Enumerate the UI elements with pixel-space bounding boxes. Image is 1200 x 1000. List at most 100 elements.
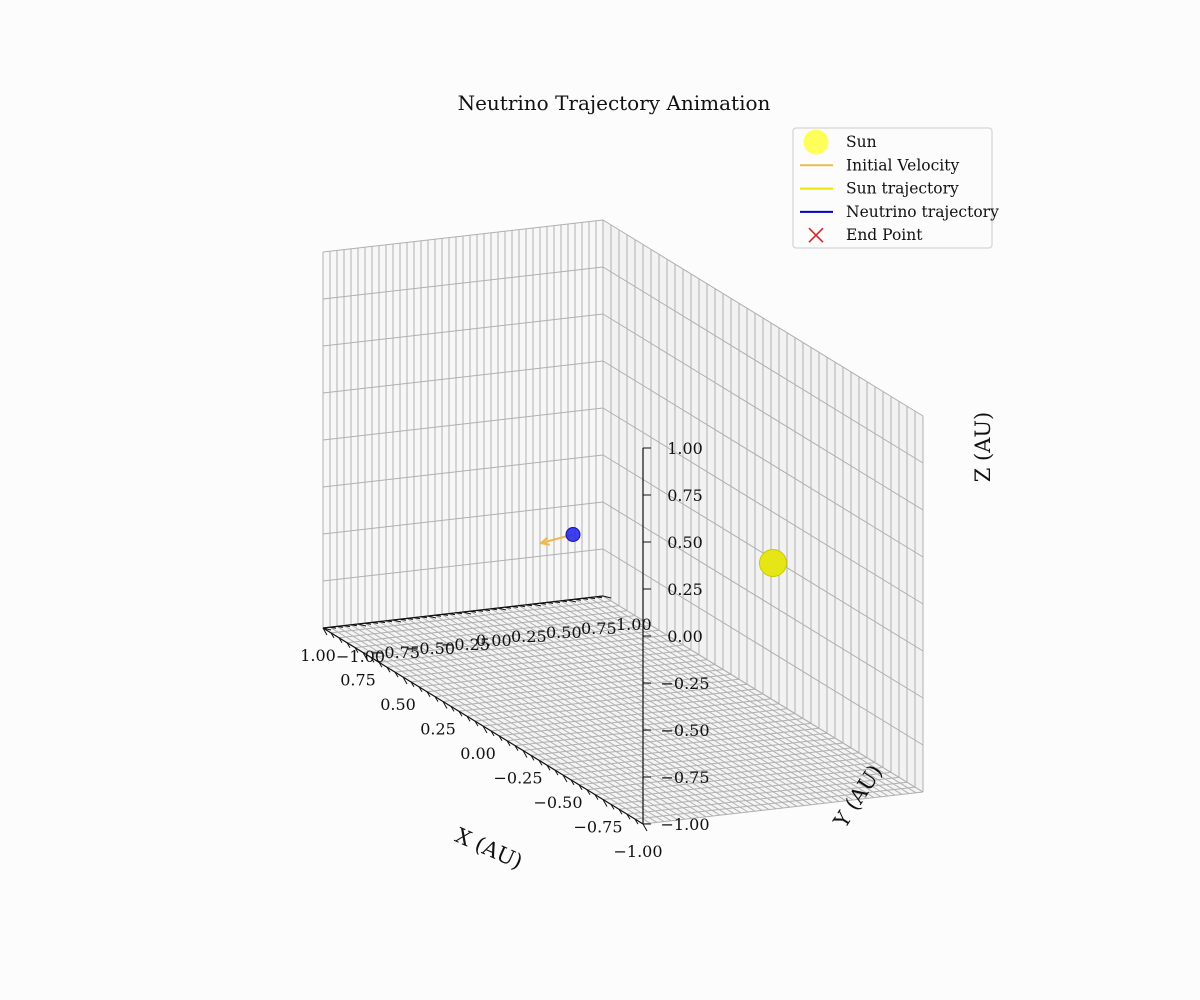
y-tick-label: −0.75 — [371, 643, 420, 662]
grid-line — [450, 673, 732, 707]
y-tick — [448, 613, 456, 616]
y-tick — [567, 599, 577, 603]
y-tick — [399, 618, 407, 621]
grid-line — [469, 610, 791, 808]
legend-item: Initial Velocity — [800, 156, 959, 174]
grid-line — [490, 608, 812, 806]
x-tick-label: −0.75 — [573, 818, 622, 837]
grid-line — [426, 659, 708, 693]
y-tick — [511, 605, 519, 608]
y-tick — [462, 611, 472, 615]
x-tick — [402, 676, 408, 685]
sun-marker — [759, 549, 787, 577]
y-tick — [518, 605, 526, 608]
z-tick-label: 0.00 — [667, 627, 703, 646]
x-tick — [522, 750, 528, 758]
x-tick — [626, 813, 631, 820]
grid-line — [322, 501, 604, 535]
y-tick — [420, 616, 428, 619]
y-tick — [497, 607, 507, 611]
grid-line — [410, 649, 692, 683]
grid-line — [322, 548, 604, 582]
y-tick — [434, 614, 442, 617]
y-tick — [385, 620, 393, 623]
grid-line — [354, 615, 636, 649]
y-tick-label: 0.25 — [511, 627, 547, 646]
chart-title: Neutrino Trajectory Animation — [458, 91, 771, 115]
y-tick — [602, 595, 612, 599]
y-tick — [413, 617, 421, 620]
grid-line — [394, 639, 676, 673]
x-tick — [442, 701, 448, 709]
x-tick-labels: −1.00−0.75−0.50−0.250.000.250.500.751.00 — [300, 646, 662, 861]
y-tick — [483, 609, 491, 612]
x-tick — [514, 745, 519, 751]
z-tick-label: 0.25 — [667, 580, 703, 599]
y-tick — [595, 596, 603, 599]
y-tick — [329, 626, 337, 629]
neutrino-marker — [565, 527, 581, 542]
grid-line — [581, 597, 903, 795]
grid-line — [539, 602, 861, 800]
x-tick-label: −1.00 — [613, 842, 662, 861]
grid-line — [476, 609, 798, 807]
legend-label: Initial Velocity — [846, 156, 959, 174]
y-tick — [553, 601, 561, 604]
x-tick — [562, 774, 568, 783]
x-tick — [642, 823, 648, 832]
grid-line — [546, 601, 868, 799]
y-tick-label: −0.25 — [441, 635, 490, 654]
z-tick-label: −0.25 — [660, 674, 709, 693]
grid-line — [434, 664, 716, 698]
grid-line — [378, 629, 660, 663]
grid-line — [602, 407, 924, 605]
legend-box — [792, 127, 993, 249]
grid-line — [602, 219, 924, 417]
x-tick — [338, 637, 343, 644]
legend: Sun Initial Velocity Sun trajectory Neutrin… — [792, 127, 999, 249]
x-tick-label: −0.25 — [493, 769, 542, 788]
grid-line — [442, 669, 724, 702]
z-tick-label: −0.75 — [660, 768, 709, 787]
x-tick — [434, 696, 439, 702]
grid-line — [602, 313, 924, 511]
legend-sun-swatch — [803, 129, 829, 155]
legend-label: Sun — [846, 133, 877, 151]
grid-line — [418, 654, 700, 688]
y-tick — [441, 613, 449, 616]
x-tick — [634, 818, 639, 825]
grid-line — [588, 597, 910, 795]
y-tick — [476, 609, 484, 612]
grid-line — [402, 644, 684, 678]
z-tick-labels: −1.00 −0.75 −0.50 −0.25 0.00 0.25 0.50 0.75 1.00 — [660, 439, 709, 834]
x-tick — [362, 652, 368, 660]
grid-line — [602, 360, 924, 558]
grid-line — [322, 313, 604, 347]
y-tick — [371, 621, 379, 624]
grid-line — [346, 610, 628, 644]
z-tick-label: −1.00 — [660, 815, 709, 834]
grid-line — [483, 609, 805, 807]
grid-lines — [322, 219, 924, 825]
x-tick — [386, 666, 391, 673]
legend-item: Neutrino trajectory — [800, 203, 999, 221]
grid-line — [322, 266, 604, 300]
y-tick — [588, 597, 596, 600]
grid-line — [330, 600, 612, 634]
y-tick — [392, 619, 402, 623]
y-tick-label: 0.00 — [476, 631, 512, 650]
z-tick-label: 0.50 — [667, 533, 703, 552]
y-tick — [427, 615, 437, 619]
x-tick — [394, 671, 399, 678]
grid-line — [386, 634, 668, 668]
grid-line — [602, 266, 924, 464]
grid-line — [518, 605, 840, 803]
y-tick — [406, 617, 414, 620]
legend-label: Neutrino trajectory — [846, 203, 999, 221]
grid-line — [602, 548, 924, 746]
z-tick-label: −0.50 — [660, 721, 709, 740]
y-tick — [469, 610, 477, 613]
x-tick — [546, 764, 551, 771]
x-tick — [570, 779, 575, 786]
grid-line — [560, 600, 882, 798]
